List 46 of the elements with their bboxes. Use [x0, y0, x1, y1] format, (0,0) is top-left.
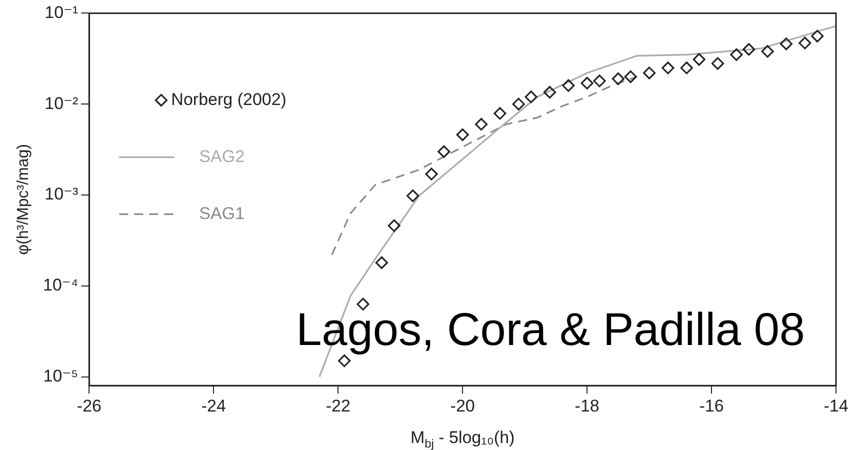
- point: [524, 90, 538, 104]
- point: [562, 79, 575, 92]
- point: [711, 57, 724, 70]
- legend-label: SAG2: [199, 146, 245, 166]
- x-tick-label: -14: [824, 396, 848, 416]
- y-tick-label: 10⁻⁴: [43, 276, 78, 295]
- point: [356, 298, 370, 310]
- point: [512, 98, 525, 110]
- y-tick-label: 10⁻³: [44, 184, 79, 204]
- point: [642, 66, 656, 80]
- x-tick-label: -22: [326, 396, 350, 416]
- point: [612, 72, 624, 86]
- x-tick-label: -26: [76, 396, 102, 416]
- x-tick-label: -24: [201, 396, 226, 416]
- point: [593, 74, 606, 88]
- point: [761, 45, 774, 58]
- point: [338, 354, 351, 368]
- point: [662, 62, 674, 74]
- y-axis-title: φ(h³/Mpc³/mag): [15, 144, 32, 255]
- point: [580, 76, 594, 90]
- point: [624, 70, 637, 84]
- x-tick-label: -16: [699, 396, 724, 416]
- point: [494, 107, 506, 120]
- point: [680, 62, 693, 74]
- point: [438, 145, 450, 158]
- point: [375, 256, 388, 269]
- x-tick-label: -20: [450, 396, 475, 416]
- point: [474, 118, 488, 131]
- point: [742, 43, 756, 56]
- point: [456, 128, 469, 142]
- y-tick-label: 10⁻²: [44, 94, 79, 113]
- point: [406, 189, 420, 202]
- y-tick-label: 10⁻¹: [44, 2, 79, 22]
- point: [798, 36, 812, 50]
- point: [425, 168, 438, 180]
- point: [388, 219, 400, 232]
- point: [543, 86, 556, 99]
- point: [730, 48, 743, 61]
- annotation: Lagos, Cora & Padilla 08: [296, 303, 805, 355]
- y-tick-label: 10⁻⁵: [43, 366, 78, 386]
- point: [692, 53, 706, 66]
- point: [811, 30, 824, 42]
- point: [780, 38, 793, 50]
- x-tick-label: -18: [574, 396, 600, 416]
- legend-label: Norberg (2002): [171, 90, 286, 109]
- legend-label: SAG1: [199, 204, 245, 223]
